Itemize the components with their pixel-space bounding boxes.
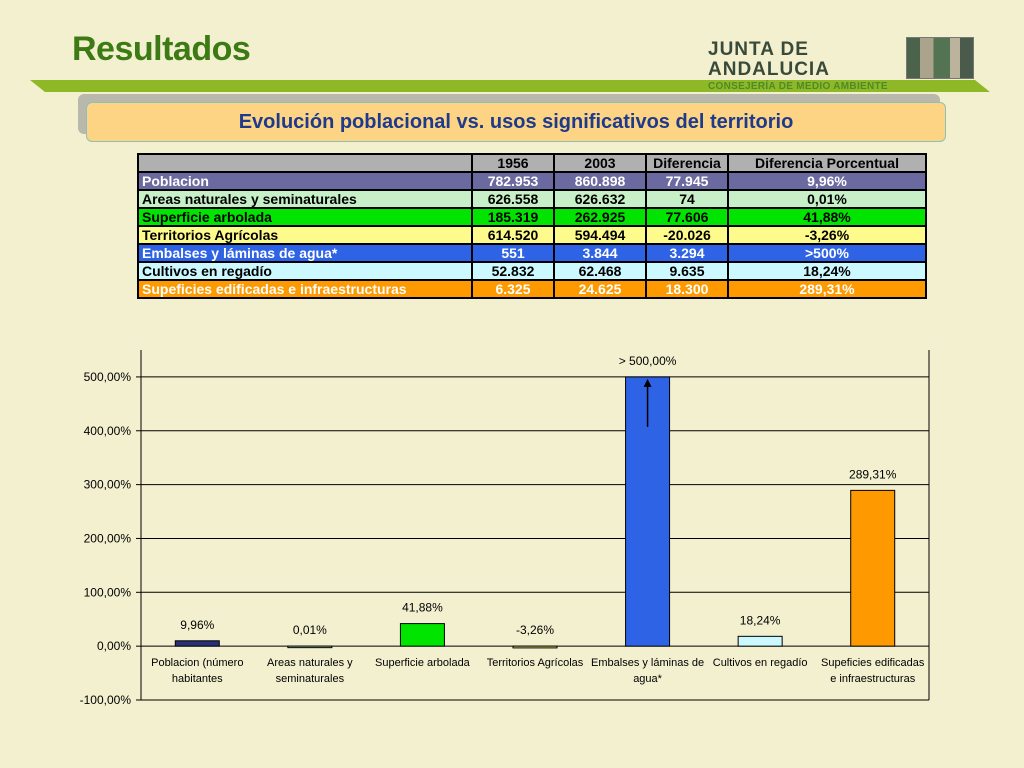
- table-cell-pct: 18,24%: [727, 261, 927, 281]
- table-row: Territorios Agrícolas 614.520 594.494 -20.0…: [137, 225, 927, 245]
- x-tick-label: agua*: [633, 673, 662, 685]
- table-header-cell: 1956: [471, 153, 555, 173]
- x-tick-label: Embalses y láminas de: [591, 657, 704, 669]
- bar: [737, 635, 783, 647]
- x-tick-label: Cultivos en regadío: [713, 657, 808, 669]
- bar-chart: -100,00% 0,00% 100,00% 200,00% 300,00% 400,00…: [80, 350, 930, 707]
- table-cell-y1956: 52.832: [471, 261, 555, 281]
- y-tick-label: -100,00%: [80, 693, 132, 707]
- table-cell-diff: 77.945: [645, 171, 729, 191]
- table-header-cell: 2003: [553, 153, 647, 173]
- bar: [174, 640, 220, 647]
- table-cell-pct: >500%: [727, 243, 927, 263]
- table-cell-label: Superficie arbolada: [137, 207, 473, 227]
- table-header-cell: [137, 153, 473, 173]
- bar: [287, 645, 333, 649]
- table-cell-y1956: 185.319: [471, 207, 555, 227]
- table-header-row: 1956 2003 Diferencia Diferencia Porcentu…: [137, 153, 927, 173]
- page-title: Resultados: [72, 30, 251, 68]
- x-tick-label: Superficie arbolada: [375, 657, 471, 669]
- data-label: 9,96%: [180, 618, 214, 632]
- data-label: 289,31%: [849, 467, 897, 481]
- data-label: 41,88%: [402, 601, 443, 615]
- table-row: Superficie arbolada 185.319 262.925 77.606 4…: [137, 207, 927, 227]
- table-cell-y1956: 551: [471, 243, 555, 263]
- table-cell-pct: -3,26%: [727, 225, 927, 245]
- table-cell-diff: -20.026: [645, 225, 729, 245]
- table-cell-y2003: 3.844: [553, 243, 647, 263]
- table-cell-pct: 9,96%: [727, 171, 927, 191]
- bar: [512, 645, 558, 649]
- y-tick-label: 200,00%: [84, 531, 132, 545]
- data-label: -3,26%: [516, 623, 554, 637]
- logo-title: JUNTA DE ANDALUCIA: [708, 39, 830, 80]
- table-cell-label: Cultivos en regadío: [137, 261, 473, 281]
- table-row: Poblacion 782.953 860.898 77.945 9,96%: [137, 171, 927, 191]
- table-row: Embalses y láminas de agua* 551 3.844 3.294…: [137, 243, 927, 263]
- table-cell-pct: 0,01%: [727, 189, 927, 209]
- data-label: 0,01%: [293, 623, 327, 637]
- table-cell-label: Territorios Agrícolas: [137, 225, 473, 245]
- table-cell-y2003: 262.925: [553, 207, 647, 227]
- table-cell-diff: 18.300: [645, 279, 729, 299]
- table-cell-y2003: 860.898: [553, 171, 647, 191]
- table-cell-y2003: 594.494: [553, 225, 647, 245]
- table-cell-diff: 74: [645, 189, 729, 209]
- y-tick-label: 300,00%: [84, 478, 132, 492]
- data-label: 18,24%: [740, 613, 781, 627]
- junta-logo: JUNTA DE ANDALUCIA CONSEJERÍA DE MEDIO A…: [708, 39, 888, 93]
- table-cell-y1956: 782.953: [471, 171, 555, 191]
- y-tick-label: 100,00%: [84, 585, 132, 599]
- emblem-image: [906, 37, 974, 79]
- table-cell-y1956: 626.558: [471, 189, 555, 209]
- table-cell-label: Embalses y láminas de agua*: [137, 243, 473, 263]
- title-underline: [30, 80, 990, 92]
- table-cell-label: Areas naturales y seminaturales: [137, 189, 473, 209]
- table-row: Areas naturales y seminaturales 626.558 62…: [137, 189, 927, 209]
- overflow-arrow-head: [643, 378, 652, 387]
- table-cell-label: Supeficies edificadas e infraestructuras: [137, 279, 473, 299]
- y-tick-label: 400,00%: [84, 424, 132, 438]
- table-cell-label: Poblacion: [137, 171, 473, 191]
- table-cell-pct: 41,88%: [727, 207, 927, 227]
- data-table: 1956 2003 Diferencia Diferencia Porcentu…: [137, 153, 927, 299]
- table-header-cell: Diferencia: [645, 153, 729, 173]
- table-cell-y1956: 6.325: [471, 279, 555, 299]
- bar: [399, 623, 445, 647]
- x-tick-label: seminaturales: [276, 673, 345, 685]
- table-cell-diff: 9.635: [645, 261, 729, 281]
- table-header-cell: Diferencia Porcentual: [727, 153, 927, 173]
- y-tick-label: 500,00%: [84, 370, 132, 384]
- slide-subtitle: Evolución poblacional vs. usos significa…: [86, 102, 946, 142]
- table-cell-y2003: 626.632: [553, 189, 647, 209]
- table-cell-y2003: 62.468: [553, 261, 647, 281]
- table-cell-pct: 289,31%: [727, 279, 927, 299]
- x-tick-label: Territorios Agrícolas: [487, 657, 584, 669]
- bar: [850, 489, 896, 647]
- x-tick-label: Areas naturales y: [267, 657, 353, 669]
- table-cell-y2003: 24.625: [553, 279, 647, 299]
- x-tick-label: habitantes: [172, 673, 223, 685]
- x-tick-label: Poblacion (número: [151, 657, 243, 669]
- table-cell-y1956: 614.520: [471, 225, 555, 245]
- y-tick-label: 0,00%: [97, 639, 131, 653]
- logo-subtitle: CONSEJERÍA DE MEDIO AMBIENTE: [708, 81, 888, 92]
- table-cell-diff: 77.606: [645, 207, 729, 227]
- data-label: > 500,00%: [619, 354, 677, 368]
- table-cell-diff: 3.294: [645, 243, 729, 263]
- x-tick-label: e infraestructuras: [830, 673, 915, 685]
- table-row: Supeficies edificadas e infraestructuras…: [137, 279, 927, 299]
- x-tick-label: Supeficies edificadas: [821, 657, 925, 669]
- table-row: Cultivos en regadío 52.832 62.468 9.635 18,2…: [137, 261, 927, 281]
